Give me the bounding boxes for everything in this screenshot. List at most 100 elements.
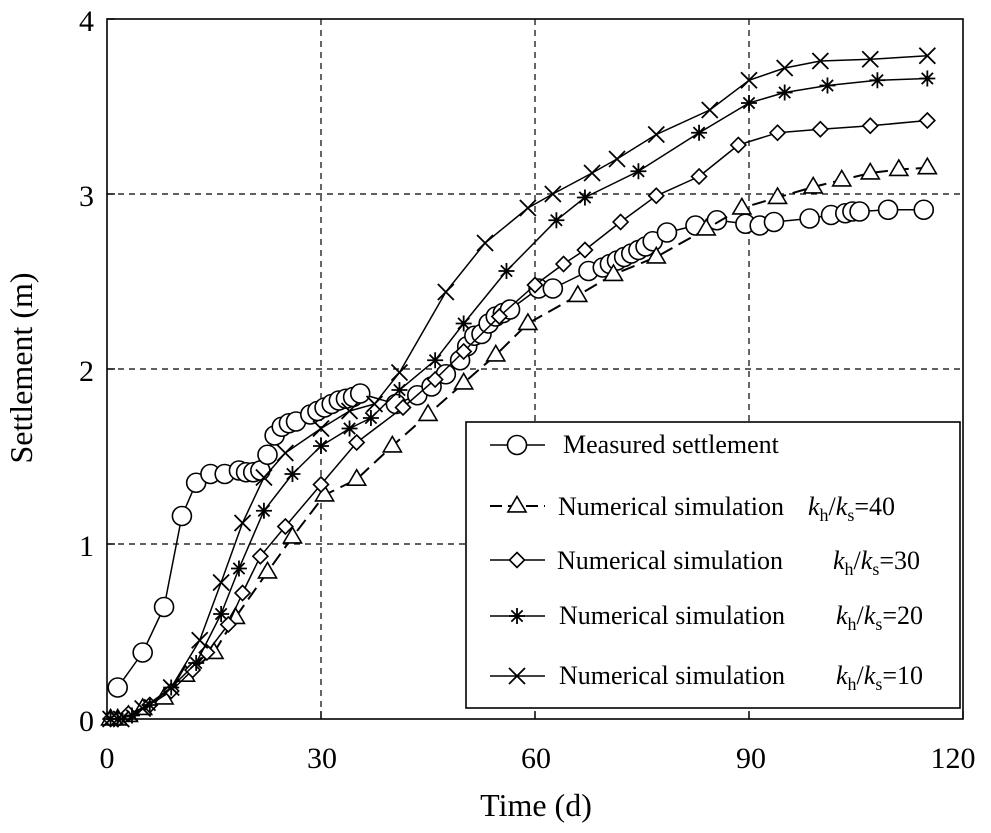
legend-k10-k1: k (836, 661, 848, 690)
point-measured-37 (542, 278, 564, 299)
point-k20-17 (548, 212, 565, 229)
point-k20-2 (123, 707, 140, 724)
x-tick-label-60: 60 (521, 742, 551, 775)
point-k20-11 (341, 420, 358, 437)
point-k10-18 (608, 150, 626, 168)
series-measured (107, 199, 935, 698)
point-k20-15 (455, 315, 472, 332)
legend-k40-slash: / (829, 492, 837, 521)
legend-label-k10: Numerical simulation kh/ks=10 (559, 661, 923, 694)
point-k10-9 (312, 419, 330, 438)
legend-k20-k2: k (864, 601, 876, 630)
point-k40-21 (731, 196, 753, 215)
point-k10-10 (340, 402, 359, 420)
point-k20-21 (741, 95, 757, 111)
point-k30-17 (526, 276, 544, 294)
x-tick-label-30: 30 (307, 742, 337, 775)
point-k40-19 (645, 245, 667, 264)
point-k10-14 (476, 234, 494, 252)
legend-marker-measured (506, 434, 528, 456)
point-k40-27 (916, 156, 938, 175)
point-k10-4 (191, 631, 209, 649)
legend-k20-slash: / (857, 601, 865, 630)
point-k20-16 (498, 263, 515, 279)
y-tick-label-3: 3 (79, 180, 94, 213)
point-k20-13 (391, 382, 408, 398)
point-measured-23 (349, 383, 371, 404)
legend-k40-k1: k (808, 492, 820, 521)
axis-ticks (106, 18, 964, 720)
point-k40-24 (831, 168, 853, 187)
x-axis-title: Time (d) (480, 787, 592, 823)
point-measured-1 (132, 642, 153, 663)
point-k30-19 (576, 241, 594, 259)
point-k10-13 (437, 283, 455, 301)
point-measured-0 (107, 677, 128, 698)
point-k30-24 (768, 124, 787, 142)
y-tick-label-4: 4 (79, 5, 94, 38)
legend-k10-k2: k (864, 661, 876, 690)
point-measured-2 (153, 596, 175, 618)
legend-k40-val: =40 (854, 492, 895, 521)
point-k20-23 (819, 77, 836, 94)
legend-marker-k20 (509, 608, 525, 624)
y-tick-label-0: 0 (79, 705, 94, 738)
point-k30-12 (348, 433, 366, 452)
point-k30-9 (251, 547, 269, 565)
legend-k10-main: Numerical simulation (559, 661, 785, 690)
legend-k20-main: Numerical simulation (559, 601, 785, 630)
legend-k40-s: s (847, 505, 854, 525)
point-k30-7 (219, 615, 237, 634)
point-measured-58 (877, 199, 899, 221)
x-tick-label-0: 0 (100, 742, 115, 775)
point-k20-24 (869, 72, 886, 89)
legend-k20-val: =20 (882, 601, 923, 630)
legend-k10-slash: / (857, 661, 865, 690)
point-k30-10 (276, 517, 294, 536)
legend-k10-s: s (875, 674, 882, 694)
legend-k30-h: h (845, 559, 854, 579)
point-k40-22 (767, 186, 788, 205)
point-k30-22 (690, 167, 708, 186)
point-k10-6 (233, 514, 252, 532)
point-k40-23 (802, 175, 824, 194)
point-k30-18 (554, 255, 573, 273)
point-k30-14 (426, 370, 444, 389)
point-k40-26 (888, 158, 910, 177)
legend-box (465, 421, 961, 709)
point-measured-52 (763, 211, 785, 233)
point-k40-17 (567, 284, 589, 303)
point-k40-25 (859, 161, 881, 180)
legend-k40-h: h (820, 505, 829, 525)
point-k30-16 (490, 307, 508, 326)
point-k20-8 (255, 502, 272, 519)
point-k20-9 (284, 466, 301, 482)
point-k40-16 (517, 312, 539, 331)
point-k20-20 (691, 124, 708, 141)
legend-k10-h: h (848, 674, 857, 694)
legend-label-k30: Numerical simulation kh/ks=30 (557, 546, 920, 579)
legend-marker-k30 (508, 551, 526, 569)
legend-k40-main: Numerical simulation (558, 492, 784, 521)
series-line-k10 (110, 55, 928, 720)
legend-k30-slash: / (854, 546, 862, 575)
point-k20-12 (362, 410, 379, 426)
legend-label-k20: Numerical simulation kh/ks=20 (559, 601, 923, 634)
point-k40-8 (257, 560, 278, 579)
point-k30-23 (729, 136, 747, 154)
point-k40-9 (282, 525, 303, 544)
point-k20-5 (188, 655, 205, 671)
point-k40-12 (381, 434, 403, 453)
point-k20-3 (141, 697, 158, 713)
point-k10-22 (776, 59, 794, 77)
point-k10-17 (583, 164, 601, 182)
legend-k10-val: =10 (882, 661, 923, 690)
point-k10-25 (918, 47, 936, 65)
point-k10-23 (811, 52, 829, 70)
legend-k30-k1: k (833, 546, 845, 575)
point-k10-21 (740, 71, 758, 89)
point-k30-25 (811, 120, 829, 138)
point-k20-19 (630, 163, 647, 180)
legend-label-measured: Measured settlement (563, 430, 780, 459)
